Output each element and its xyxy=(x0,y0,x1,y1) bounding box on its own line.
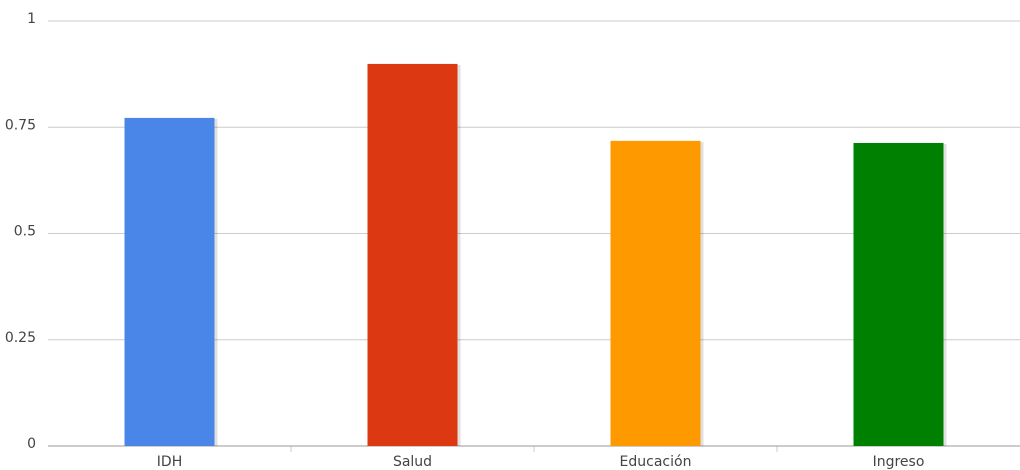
bar xyxy=(124,117,215,447)
y-tick-label: 0 xyxy=(27,436,36,452)
y-tick-label: 0.5 xyxy=(14,224,36,240)
bar xyxy=(367,63,458,447)
y-tick-label: 0.25 xyxy=(5,330,36,346)
bar xyxy=(853,142,944,446)
bar xyxy=(610,140,701,446)
x-tick-label: Ingreso xyxy=(873,454,925,470)
x-tick-label: IDH xyxy=(157,454,182,470)
y-tick-label: 0.75 xyxy=(5,117,36,133)
x-tick-label: Educación xyxy=(620,454,692,470)
y-tick-label: 1 xyxy=(27,11,36,27)
x-tick-label: Salud xyxy=(393,454,432,470)
